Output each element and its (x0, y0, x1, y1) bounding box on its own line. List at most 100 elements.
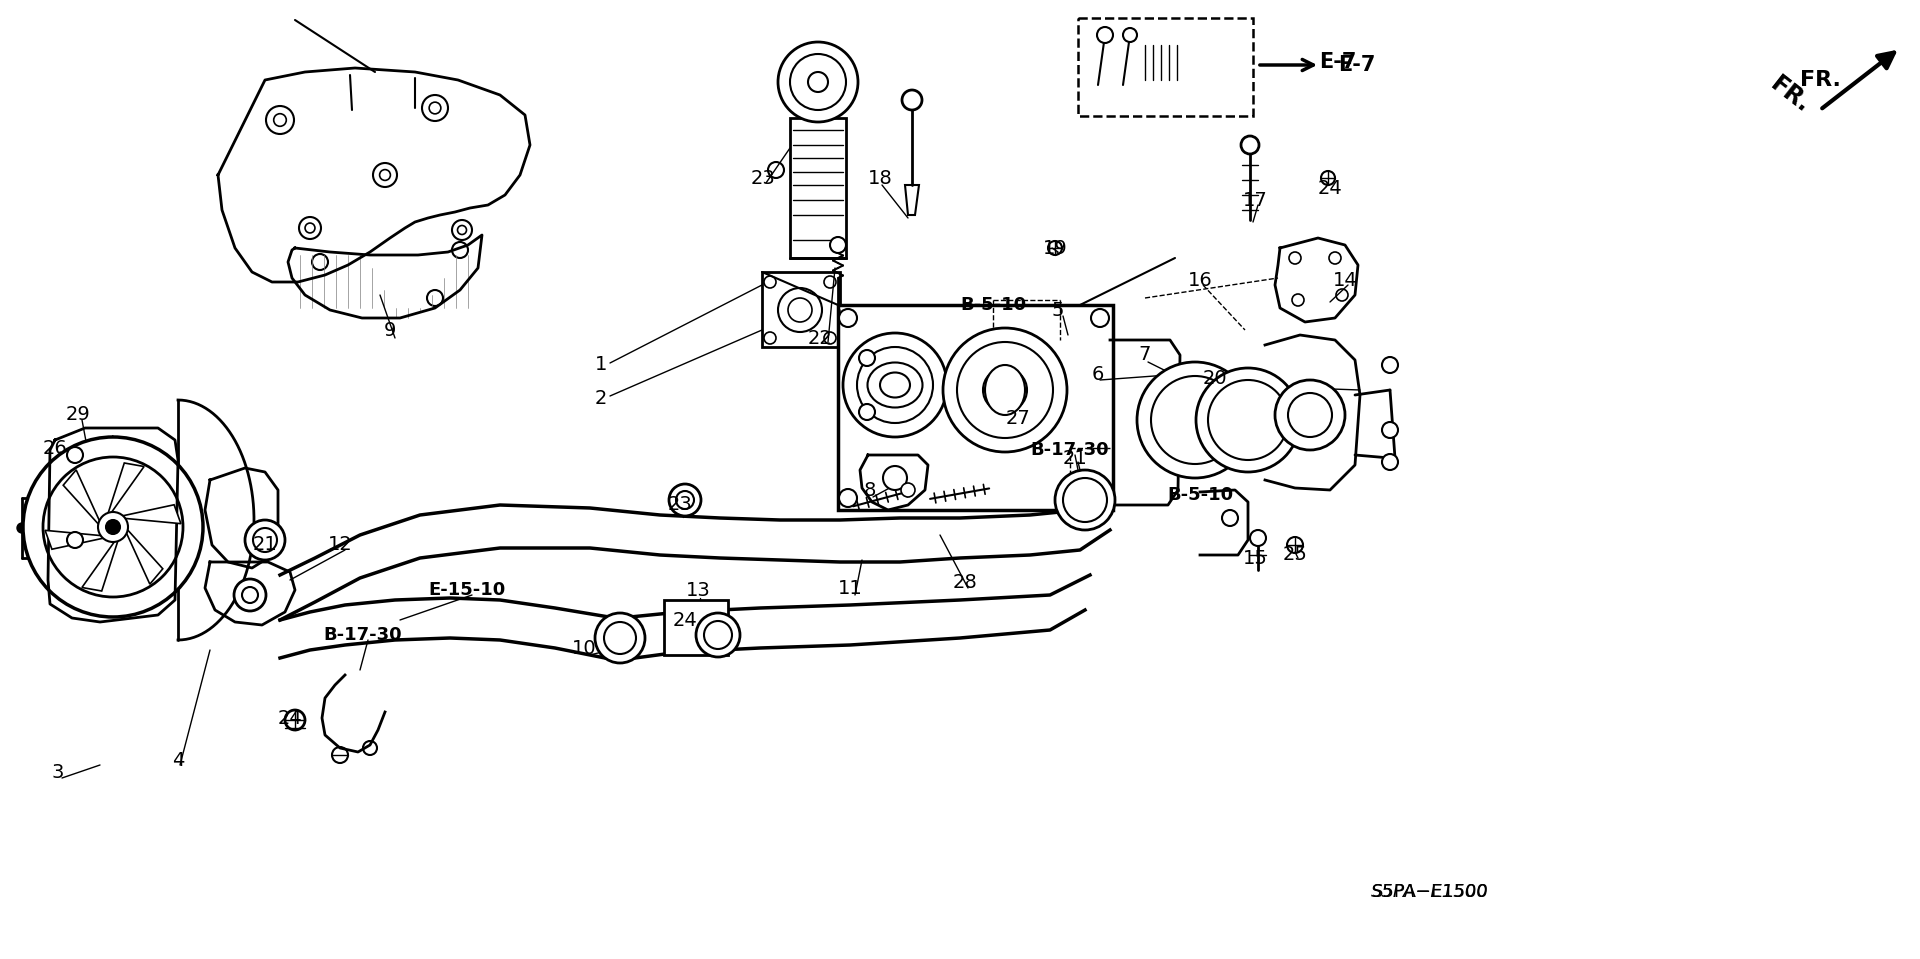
Bar (664, 600, 728, 655)
Text: 28: 28 (952, 573, 977, 592)
Polygon shape (44, 530, 108, 550)
Circle shape (1196, 368, 1300, 472)
Circle shape (829, 237, 847, 253)
Circle shape (1091, 489, 1110, 507)
Circle shape (1336, 289, 1348, 301)
Text: B-17-30: B-17-30 (324, 626, 403, 644)
Text: B-17-30: B-17-30 (1031, 441, 1110, 459)
Text: 24: 24 (672, 611, 697, 629)
Circle shape (451, 220, 472, 240)
Text: 16: 16 (1188, 270, 1212, 290)
Circle shape (983, 368, 1027, 412)
Text: 1: 1 (595, 356, 607, 375)
Circle shape (98, 512, 129, 542)
Circle shape (284, 710, 305, 730)
Text: S5PA−E1500: S5PA−E1500 (1371, 883, 1488, 901)
Circle shape (106, 520, 119, 534)
Circle shape (605, 622, 636, 654)
Circle shape (856, 347, 933, 423)
Circle shape (234, 579, 267, 611)
Text: 20: 20 (1202, 368, 1227, 387)
Circle shape (695, 613, 739, 657)
Bar (1140, 45, 1185, 80)
Text: 21: 21 (253, 535, 276, 554)
Text: B-5-10: B-5-10 (1167, 486, 1233, 504)
Circle shape (1329, 252, 1340, 264)
Circle shape (305, 223, 315, 233)
Circle shape (451, 242, 468, 258)
Text: 3: 3 (52, 763, 63, 783)
Circle shape (778, 42, 858, 122)
Circle shape (1150, 376, 1238, 464)
Circle shape (1382, 422, 1398, 438)
Circle shape (824, 276, 835, 288)
Circle shape (839, 309, 856, 327)
Text: E-7: E-7 (1338, 55, 1375, 75)
Text: 24: 24 (278, 709, 301, 728)
Text: 10: 10 (572, 639, 597, 658)
Circle shape (1250, 530, 1265, 546)
Polygon shape (125, 527, 163, 584)
Text: FR.: FR. (1764, 72, 1814, 118)
Circle shape (1054, 470, 1116, 530)
Text: 27: 27 (1006, 409, 1031, 428)
Circle shape (705, 621, 732, 649)
Text: 11: 11 (837, 578, 862, 597)
Bar (762, 272, 841, 347)
Circle shape (839, 489, 856, 507)
Ellipse shape (868, 363, 922, 408)
Circle shape (787, 298, 812, 322)
Circle shape (902, 90, 922, 110)
Circle shape (1286, 537, 1304, 553)
Circle shape (1382, 357, 1398, 373)
Bar (789, 118, 847, 258)
Text: 2: 2 (595, 388, 607, 408)
Circle shape (595, 613, 645, 663)
Circle shape (883, 466, 906, 490)
Circle shape (676, 491, 693, 509)
Circle shape (808, 72, 828, 92)
Circle shape (1240, 136, 1260, 154)
Circle shape (42, 457, 182, 597)
Circle shape (764, 332, 776, 344)
Circle shape (1221, 510, 1238, 526)
Text: 15: 15 (1242, 549, 1267, 568)
Ellipse shape (879, 372, 910, 397)
Circle shape (1208, 380, 1288, 460)
Polygon shape (63, 470, 102, 527)
Circle shape (764, 276, 776, 288)
Circle shape (363, 741, 376, 755)
Circle shape (1288, 252, 1302, 264)
Circle shape (457, 225, 467, 235)
Text: 6: 6 (1092, 365, 1104, 385)
Circle shape (23, 437, 204, 617)
Circle shape (858, 350, 876, 366)
Text: 8: 8 (864, 480, 876, 500)
Text: 12: 12 (328, 535, 353, 554)
Text: E-7: E-7 (1319, 52, 1357, 72)
Polygon shape (119, 504, 180, 524)
Text: S5PA−E1500: S5PA−E1500 (1371, 883, 1488, 901)
Circle shape (1123, 28, 1137, 42)
Circle shape (267, 106, 294, 134)
Circle shape (1096, 27, 1114, 43)
Text: 4: 4 (171, 751, 184, 769)
Circle shape (17, 523, 27, 533)
Circle shape (789, 54, 847, 110)
Circle shape (300, 217, 321, 239)
Text: 14: 14 (1332, 270, 1357, 290)
Circle shape (900, 483, 916, 497)
FancyArrowPatch shape (1822, 53, 1895, 108)
Polygon shape (108, 463, 144, 517)
Circle shape (1288, 393, 1332, 437)
Text: 18: 18 (868, 169, 893, 188)
Circle shape (858, 404, 876, 420)
Circle shape (246, 520, 284, 560)
Text: 24: 24 (1317, 178, 1342, 198)
Text: 23: 23 (751, 169, 776, 188)
Circle shape (380, 170, 390, 180)
Circle shape (275, 114, 286, 127)
Circle shape (422, 95, 447, 121)
Text: 26: 26 (42, 438, 67, 457)
Text: 17: 17 (1242, 191, 1267, 209)
